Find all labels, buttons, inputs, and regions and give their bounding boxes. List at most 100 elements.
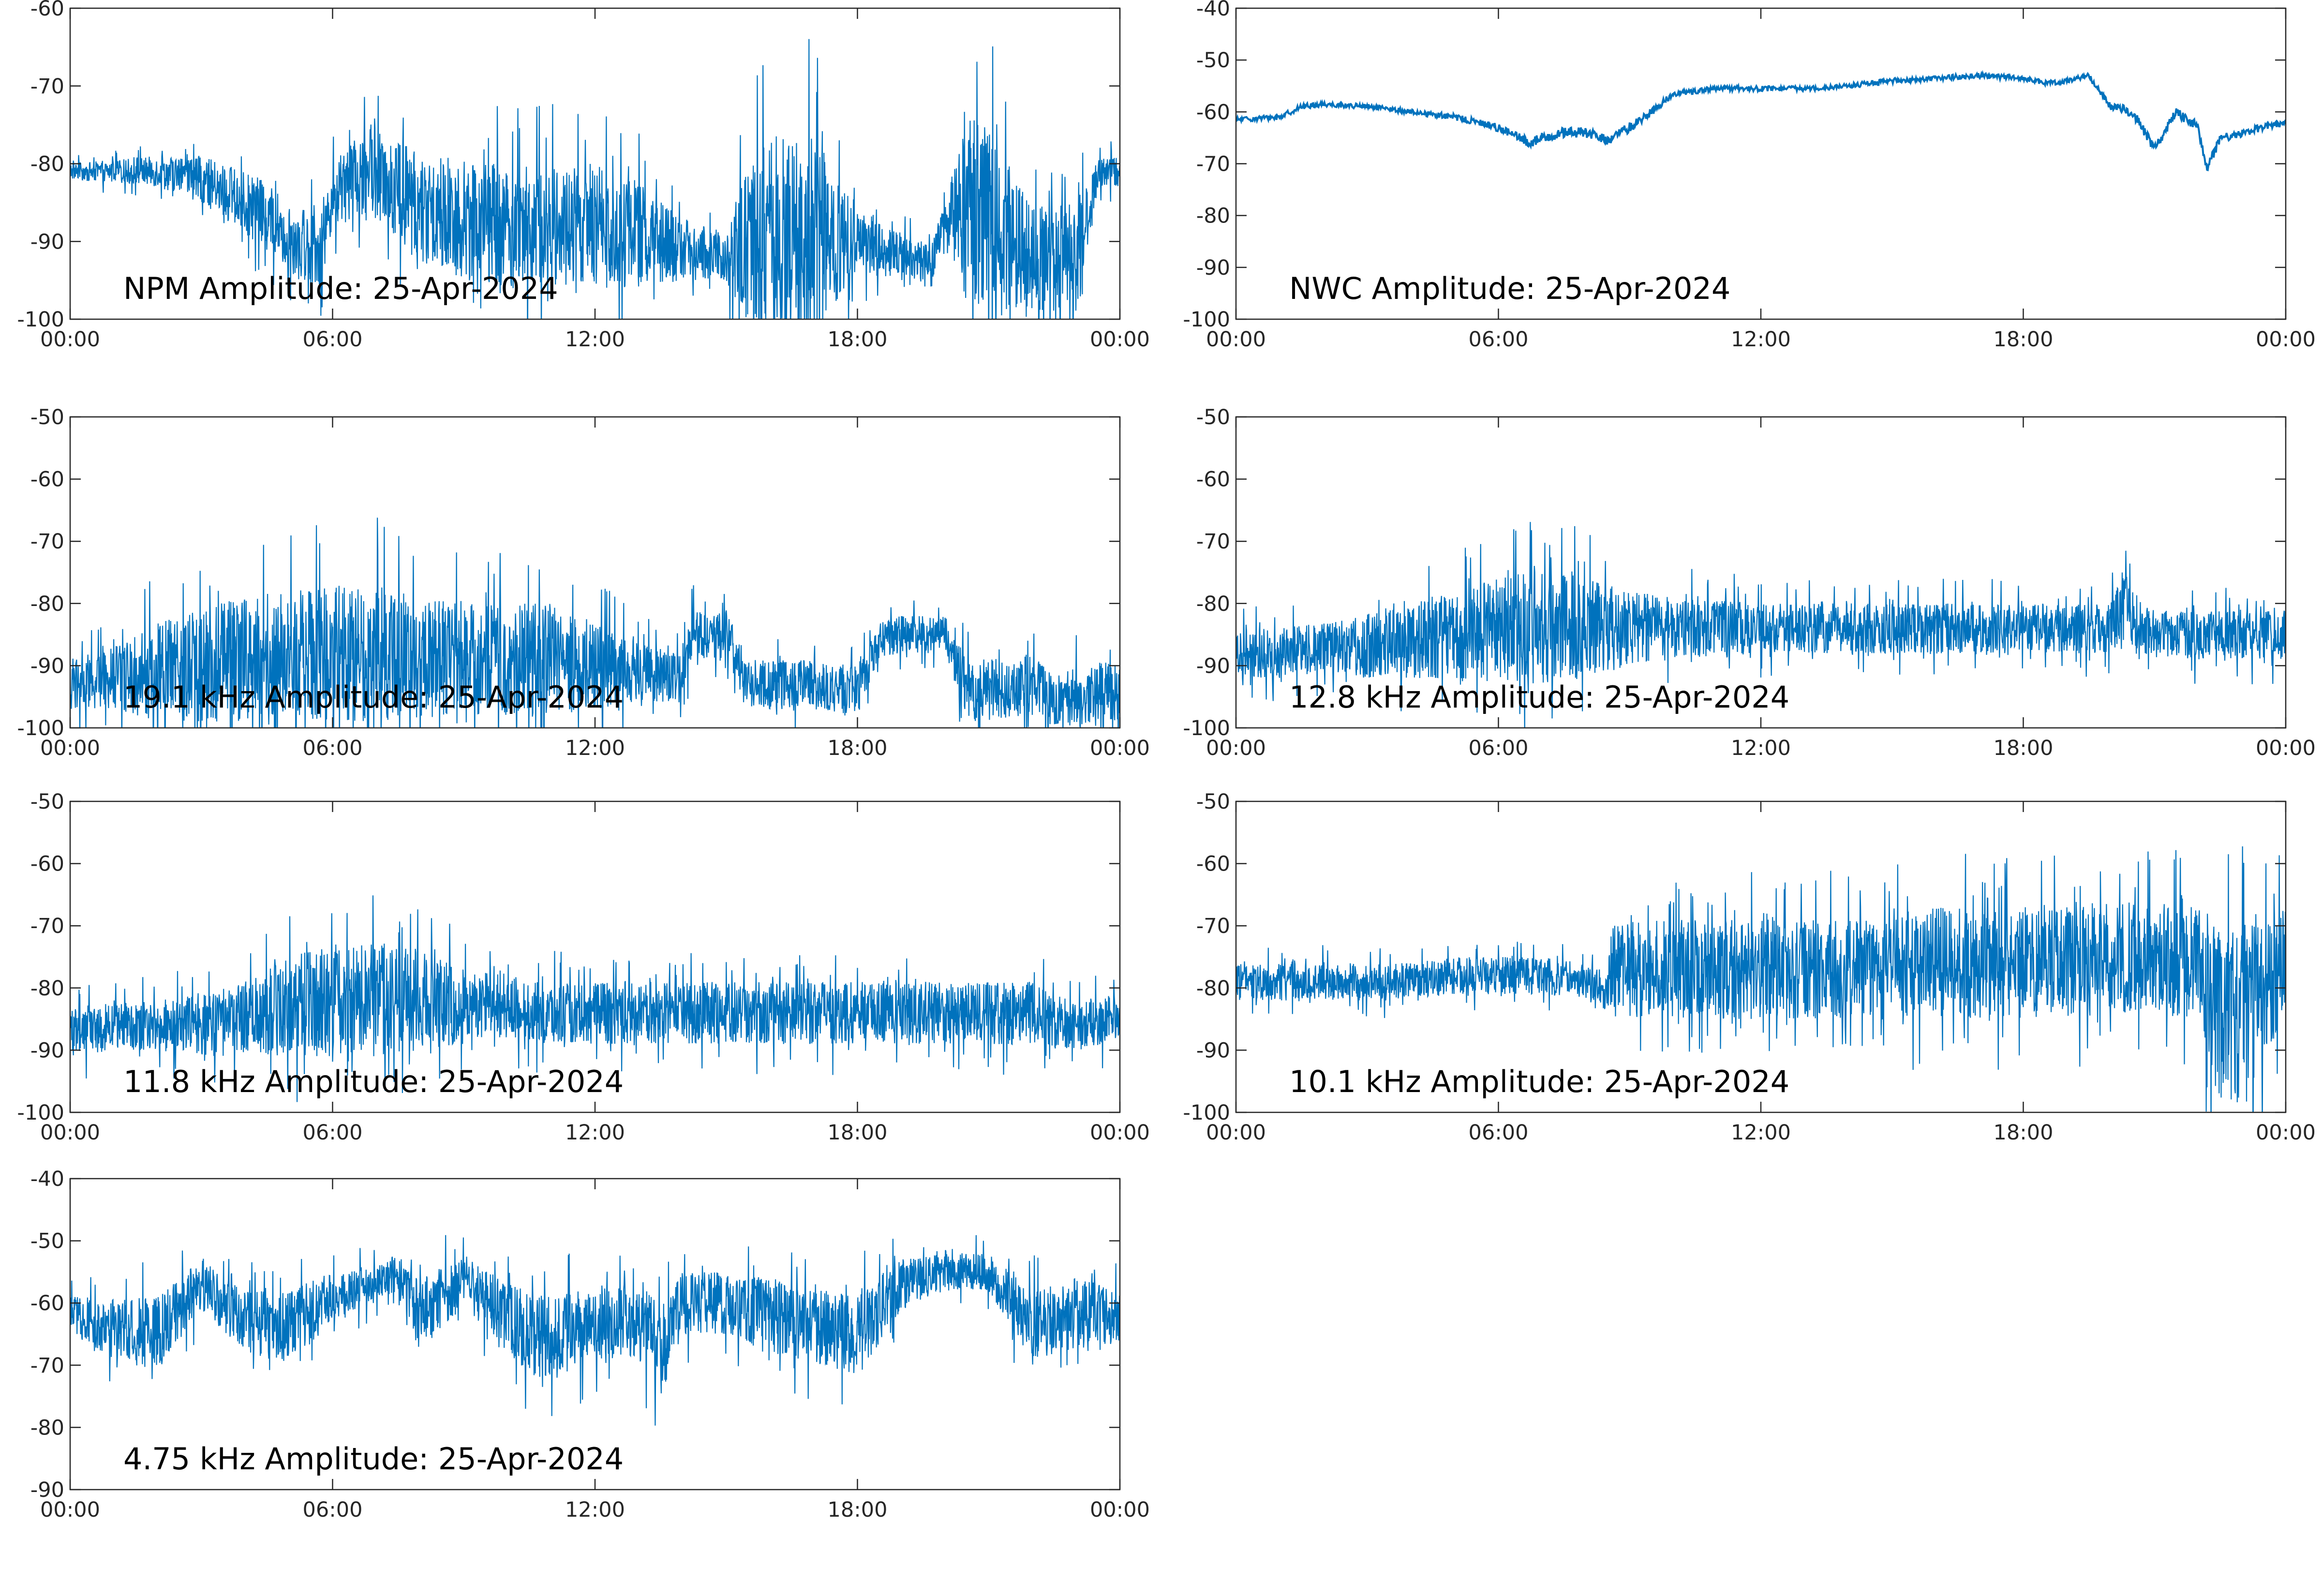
4-75-khz-amplitude-25-apr-2024-series-line — [70, 1235, 1120, 1426]
x-tick-label: 18:00 — [1994, 736, 2054, 760]
y-tick-label: -100 — [1183, 716, 1230, 740]
x-tick-label: 18:00 — [828, 327, 888, 352]
npm-amplitude-25-apr-2024-series-line — [70, 39, 1120, 319]
x-tick-label: 00:00 — [2256, 327, 2316, 352]
x-tick-label: 00:00 — [1206, 327, 1266, 352]
y-tick-label: -70 — [30, 530, 64, 554]
y-tick-label: -60 — [30, 852, 64, 876]
y-tick-label: -50 — [30, 790, 64, 814]
y-tick-label: -50 — [30, 405, 64, 429]
y-tick-label: -80 — [30, 976, 64, 1001]
y-tick-label: -50 — [1196, 790, 1230, 814]
x-tick-label: 18:00 — [828, 736, 888, 760]
panel-title: NPM Amplitude: 25-Apr-2024 — [123, 271, 558, 306]
y-tick-label: -80 — [30, 1416, 64, 1440]
y-tick-label: -90 — [1196, 1038, 1230, 1063]
y-tick-label: -80 — [1196, 976, 1230, 1001]
x-tick-label: 00:00 — [1090, 736, 1150, 760]
y-tick-label: -60 — [1196, 852, 1230, 876]
x-tick-label: 18:00 — [1994, 1121, 2054, 1145]
x-tick-label: 00:00 — [40, 736, 100, 760]
11-8-khz-amplitude-25-apr-2024-series-line — [70, 895, 1120, 1102]
x-tick-label: 00:00 — [1206, 1121, 1266, 1145]
x-tick-label: 06:00 — [303, 736, 363, 760]
y-tick-label: -70 — [1196, 530, 1230, 554]
x-tick-label: 06:00 — [1469, 1121, 1529, 1145]
y-tick-label: -90 — [1196, 654, 1230, 678]
y-tick-label: -100 — [1183, 1101, 1230, 1125]
y-tick-label: -60 — [30, 0, 64, 21]
x-tick-label: 12:00 — [1731, 736, 1791, 760]
y-tick-label: -50 — [30, 1229, 64, 1254]
y-tick-label: -90 — [30, 230, 64, 254]
y-tick-label: -60 — [30, 1291, 64, 1315]
y-tick-label: -90 — [30, 654, 64, 678]
y-tick-label: -90 — [30, 1038, 64, 1063]
x-tick-label: 12:00 — [565, 1498, 625, 1522]
x-tick-label: 18:00 — [1994, 327, 2054, 352]
x-tick-label: 00:00 — [40, 327, 100, 352]
10-1-khz-amplitude-25-apr-2024-series-line — [1236, 846, 2286, 1112]
y-tick-label: -80 — [30, 592, 64, 616]
y-tick-label: -90 — [1196, 256, 1230, 280]
y-tick-label: -70 — [30, 914, 64, 938]
x-tick-label: 06:00 — [1469, 736, 1529, 760]
nwc-amplitude-25-apr-2024-series-line — [1236, 70, 2286, 172]
x-tick-label: 00:00 — [2256, 1121, 2316, 1145]
y-tick-label: -90 — [30, 1478, 64, 1502]
y-tick-label: -50 — [1196, 405, 1230, 429]
19-1-khz-amplitude-25-apr-2024-series-line — [70, 517, 1120, 728]
panel-title: 10.1 kHz Amplitude: 25-Apr-2024 — [1289, 1064, 1789, 1099]
y-tick-label: -60 — [30, 468, 64, 492]
x-tick-label: 00:00 — [1090, 327, 1150, 352]
y-tick-label: -70 — [1196, 152, 1230, 177]
y-tick-label: -100 — [1183, 308, 1230, 332]
x-tick-label: 06:00 — [303, 1498, 363, 1522]
y-tick-label: -80 — [1196, 204, 1230, 228]
x-tick-label: 00:00 — [1206, 736, 1266, 760]
y-tick-label: -100 — [17, 308, 64, 332]
x-tick-label: 00:00 — [40, 1121, 100, 1145]
y-tick-label: -80 — [1196, 592, 1230, 616]
y-tick-label: -70 — [30, 1354, 64, 1378]
x-tick-label: 00:00 — [1090, 1121, 1150, 1145]
y-tick-label: -60 — [1196, 100, 1230, 124]
y-tick-label: -100 — [17, 716, 64, 740]
y-tick-label: -50 — [1196, 48, 1230, 73]
x-tick-label: 00:00 — [40, 1498, 100, 1522]
12-8-khz-amplitude-25-apr-2024-series-line — [1236, 522, 2286, 728]
y-tick-label: -40 — [30, 1167, 64, 1191]
x-tick-label: 12:00 — [1731, 1121, 1791, 1145]
x-tick-label: 06:00 — [303, 1121, 363, 1145]
x-tick-label: 06:00 — [303, 327, 363, 352]
y-tick-label: -40 — [1196, 0, 1230, 21]
panel-title: NWC Amplitude: 25-Apr-2024 — [1289, 271, 1730, 306]
y-tick-label: -70 — [1196, 914, 1230, 938]
panel-title: 12.8 kHz Amplitude: 25-Apr-2024 — [1289, 680, 1789, 715]
x-tick-label: 12:00 — [565, 1121, 625, 1145]
x-tick-label: 00:00 — [2256, 736, 2316, 760]
panel-title: 4.75 kHz Amplitude: 25-Apr-2024 — [123, 1441, 624, 1477]
x-tick-label: 00:00 — [1090, 1498, 1150, 1522]
x-tick-label: 12:00 — [565, 327, 625, 352]
panel-title: 11.8 kHz Amplitude: 25-Apr-2024 — [123, 1064, 624, 1099]
x-tick-label: 18:00 — [828, 1121, 888, 1145]
y-tick-label: -70 — [30, 74, 64, 99]
y-tick-label: -100 — [17, 1101, 64, 1125]
y-tick-label: -80 — [30, 152, 64, 177]
x-tick-label: 18:00 — [828, 1498, 888, 1522]
y-tick-label: -60 — [1196, 468, 1230, 492]
x-tick-label: 06:00 — [1469, 327, 1529, 352]
panel-title: 19.1 kHz Amplitude: 25-Apr-2024 — [123, 680, 624, 715]
x-tick-label: 12:00 — [565, 736, 625, 760]
x-tick-label: 12:00 — [1731, 327, 1791, 352]
